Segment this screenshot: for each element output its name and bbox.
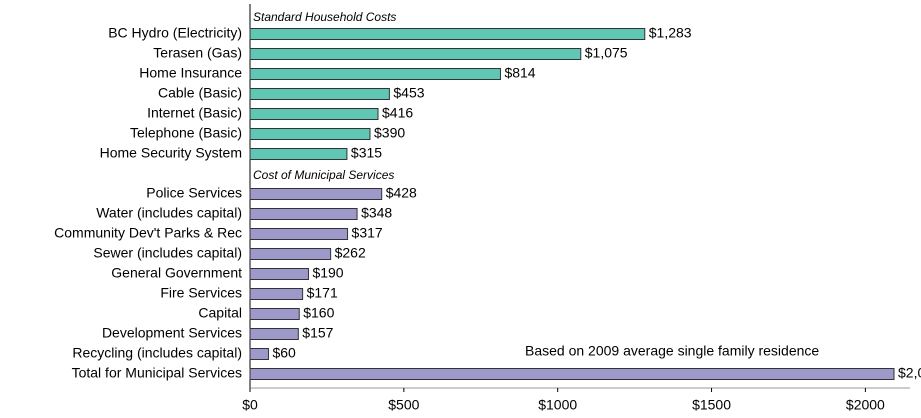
value-label: $814	[504, 65, 535, 81]
bar	[249, 208, 358, 220]
category-label: Police Services	[146, 185, 242, 201]
category-label: Water (includes capital)	[96, 205, 242, 221]
value-label: $171	[307, 285, 338, 301]
bar	[249, 148, 348, 160]
bar	[249, 288, 304, 300]
group-header: Standard Household Costs	[253, 10, 396, 24]
bar	[249, 268, 309, 280]
category-label: BC Hydro (Electricity)	[108, 25, 242, 41]
category-label: Terasen (Gas)	[153, 45, 242, 61]
value-label: $348	[361, 205, 392, 221]
value-label: $315	[351, 145, 382, 161]
category-label: Development Services	[102, 325, 242, 341]
bar	[249, 28, 646, 40]
category-label: General Government	[111, 265, 242, 281]
bar	[249, 348, 269, 360]
bar	[249, 248, 332, 260]
category-label: Home Insurance	[139, 65, 242, 81]
value-label: $428	[386, 185, 417, 201]
bar	[249, 88, 390, 100]
value-label: $1,283	[649, 25, 692, 41]
value-label: $157	[302, 325, 333, 341]
value-label: $1,075	[585, 45, 628, 61]
bar	[249, 328, 299, 340]
value-label: $60	[272, 345, 296, 361]
bar	[249, 368, 895, 380]
annotation: Based on 2009 average single family resi…	[525, 343, 819, 359]
x-tick-label: $1000	[538, 397, 577, 413]
value-label: $262	[335, 245, 366, 261]
category-label: Home Security System	[100, 145, 242, 161]
x-tick-label: $2000	[846, 397, 885, 413]
bar	[249, 308, 300, 320]
category-label: Community Dev't Parks & Rec	[54, 225, 242, 241]
group-header: Cost of Municipal Services	[253, 168, 394, 182]
value-label: $190	[312, 265, 343, 281]
bar	[249, 228, 349, 240]
category-label: Capital	[198, 305, 242, 321]
category-label: Total for Municipal Services	[72, 365, 242, 381]
category-label: Sewer (includes capital)	[93, 245, 242, 261]
bar	[249, 48, 582, 60]
value-label: $416	[382, 105, 413, 121]
bar	[249, 128, 371, 140]
category-label: Telephone (Basic)	[130, 125, 242, 141]
value-label: $2,093	[898, 365, 921, 381]
category-label: Internet (Basic)	[147, 105, 242, 121]
bar	[249, 188, 383, 200]
value-label: $453	[393, 85, 424, 101]
bar	[249, 68, 501, 80]
x-tick-label: $500	[388, 397, 419, 413]
x-tick-label: $0	[242, 397, 258, 413]
category-label: Recycling (includes capital)	[72, 345, 242, 361]
value-label: $160	[303, 305, 334, 321]
bar	[249, 108, 379, 120]
category-label: Cable (Basic)	[158, 85, 242, 101]
category-label: Fire Services	[160, 285, 242, 301]
value-label: $317	[352, 225, 383, 241]
value-label: $390	[374, 125, 405, 141]
x-tick-label: $1500	[692, 397, 731, 413]
